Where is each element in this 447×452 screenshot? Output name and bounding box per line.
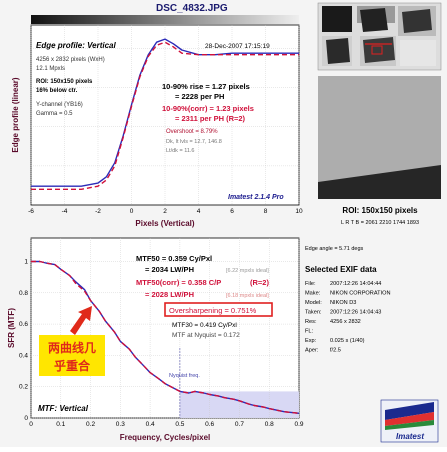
mtf-x-tick-label: 0 <box>29 421 33 428</box>
edge-x-tick-label: -6 <box>28 208 34 215</box>
annotation-box <box>39 335 105 376</box>
edge-x-tick-label: -4 <box>62 208 68 215</box>
exif-row-label: File: <box>305 281 316 287</box>
levels-text: Dk, lt lvls = 12.7, 146.8 <box>166 139 222 145</box>
mtf-x-tick-label: 0.9 <box>294 421 303 428</box>
mtf-y-tick-label: 0.4 <box>19 352 28 359</box>
imatest-version-label: Imatest 2.1.4 Pro <box>228 194 284 201</box>
mtf50-text: MTF50 = 0.359 Cy/Pxl <box>136 254 212 263</box>
mtf-y-tick-label: 0.8 <box>19 290 28 297</box>
oversharpening-text: Oversharpening = 0.751% <box>169 306 257 315</box>
overshoot-text: Overshoot = 8.79% <box>166 129 218 135</box>
exif-title: Selected EXIF data <box>305 265 377 274</box>
image-size-text: 4256 x 2832 pixels (WxH) <box>36 57 105 63</box>
nyquist-label: Nyquist freq. <box>169 373 200 379</box>
annotation-line-2: 乎重合 <box>54 358 91 373</box>
edge-x-tick-label: 4 <box>197 208 201 215</box>
rise-corr-per-ph-text: = 2311 per PH (R=2) <box>175 114 246 123</box>
edge-series-line-2 <box>31 41 299 191</box>
roi-title: ROI: 150x150 pixels <box>342 206 418 215</box>
file-title: DSC_4832.JPG <box>156 3 228 14</box>
rise-text: 10-90% rise = 1.27 pixels <box>162 82 250 91</box>
mtf30-text: MTF30 = 0.419 Cy/Pxl <box>172 322 237 329</box>
mtf-series-line-2 <box>31 260 300 414</box>
mtf-lines <box>31 260 300 414</box>
exif-row-value: 4256 x 2832 <box>330 319 361 325</box>
mtf-y-tick-label: 0 <box>24 415 28 422</box>
exif-list: File: 2007:12:26 14:04:44 Make: NIKON CORPO… <box>305 281 391 354</box>
edge-x-tick-label: 8 <box>264 208 268 215</box>
megapixels-text: 12.1 Mpxls <box>36 66 65 72</box>
logo-text: Imatest <box>396 432 424 441</box>
exif-row-value: f/2.5 <box>330 348 341 354</box>
edge-profile-lines <box>31 38 299 191</box>
exif-row-label: Make: <box>305 291 321 297</box>
edge-x-tick-label: 0 <box>130 208 134 215</box>
mtf-x-tick-label: 0.5 <box>175 421 184 428</box>
mtf-x-axis-label: Frequency, Cycles/pixel <box>120 433 211 442</box>
edge-plot-date: 28-Dec-2007 17:15:19 <box>205 43 270 50</box>
edge-series-line-1 <box>31 38 299 187</box>
exif-row-value: NIKON D3 <box>330 300 356 306</box>
roi-image <box>318 76 441 199</box>
mtf-y-tick-label: 0.6 <box>19 321 28 328</box>
mtf-axis-ticks: 0 0.1 0.2 0.3 0.4 0.5 0.6 0.7 0.8 0.9 0 0.2 0.4 0.6 0.… <box>19 258 304 428</box>
mtf-x-tick-label: 0.2 <box>86 421 95 428</box>
edge-x-axis-label: Pixels (Vertical) <box>135 219 194 228</box>
exif-row-label: Model: <box>305 300 322 306</box>
roi-coords: L R T B = 2061 2210 1744 1893 <box>341 220 419 226</box>
mtf-y-axis-label: SFR (MTF) <box>7 308 16 348</box>
mtf-y-tick-label: 0.2 <box>19 384 28 391</box>
mtf50-corr-radius-text: (R=2) <box>250 278 269 287</box>
mtf50-lwph-text: = 2034 LW/PH <box>145 265 194 274</box>
mtf-x-tick-label: 0.6 <box>205 421 214 428</box>
mtf50-corr-text: MTF50(corr) = 0.358 C/P <box>136 278 221 287</box>
mtf50-corr-lwph-text: = 2028 LW/PH <box>145 290 194 299</box>
edge-x-tick-label: 10 <box>295 208 303 215</box>
mtf-plot-title: MTF: Vertical <box>38 404 89 413</box>
edge-x-ticks: -6 -4 -2 0 2 4 6 8 10 <box>28 208 303 215</box>
channel-text: Y-channel (YB16) <box>36 102 83 108</box>
edge-x-tick-label: -2 <box>95 208 101 215</box>
exif-row-label: Exp: <box>305 338 317 344</box>
exif-row-value: NIKON CORPORATION <box>330 291 391 297</box>
exif-row-label: FL: <box>305 329 314 335</box>
mtf-y-tick-label: 1 <box>24 258 28 265</box>
edge-y-axis-label: Edge profile (linear) <box>11 77 20 152</box>
roi-size-text: ROI: 150x150 pixels <box>36 79 93 85</box>
gamma-text: Gamma = 0.5 <box>36 111 73 117</box>
oversharpening-box <box>164 302 273 317</box>
exif-row-value: 2007:12:26 14:04:43 <box>330 310 381 316</box>
light-dark-ratio-text: Lt/dk = 11.6 <box>166 148 195 154</box>
exif-row-label: Aper: <box>305 348 319 354</box>
mtf-x-tick-label: 0.8 <box>265 421 274 428</box>
edge-x-tick-label: 6 <box>230 208 234 215</box>
exif-row-label: Taken: <box>305 310 322 316</box>
mtf50-ideal-text: [6.22 mpxls ideal] <box>226 268 269 274</box>
annotation-line-1: 两曲线几 <box>48 340 96 355</box>
edge-x-tick-label: 2 <box>163 208 167 215</box>
mtf-x-tick-label: 0.4 <box>146 421 155 428</box>
edge-angle-text: Edge angle = 5.71 degs <box>305 246 364 252</box>
roi-position-text: 16% below ctr. <box>36 88 78 94</box>
exif-row-value: 0.025 s (1/40) <box>330 338 365 344</box>
test-chart-thumbnail <box>317 2 442 71</box>
exif-row-label: Res: <box>305 319 317 325</box>
rise-per-ph-text: = 2228 per PH <box>175 92 224 101</box>
annotation-arrow-icon <box>70 306 92 335</box>
edge-gradient-strip <box>31 15 299 24</box>
exif-row-value: 2007:12:26 14:04:44 <box>330 281 381 287</box>
mtf-x-tick-label: 0.1 <box>56 421 65 428</box>
edge-plot-title: Edge profile: Vertical <box>36 41 117 50</box>
mtf-x-tick-label: 0.7 <box>235 421 244 428</box>
imatest-logo: Imatest <box>380 399 439 443</box>
mtf-nyquist-text: MTF at Nyquist = 0.172 <box>172 332 240 339</box>
mtf-x-tick-label: 0.3 <box>116 421 125 428</box>
rise-corr-text: 10-90%(corr) = 1.23 pixels <box>162 104 254 113</box>
mtf50-corr-ideal-text: [6.18 mpxls ideal] <box>226 293 269 299</box>
